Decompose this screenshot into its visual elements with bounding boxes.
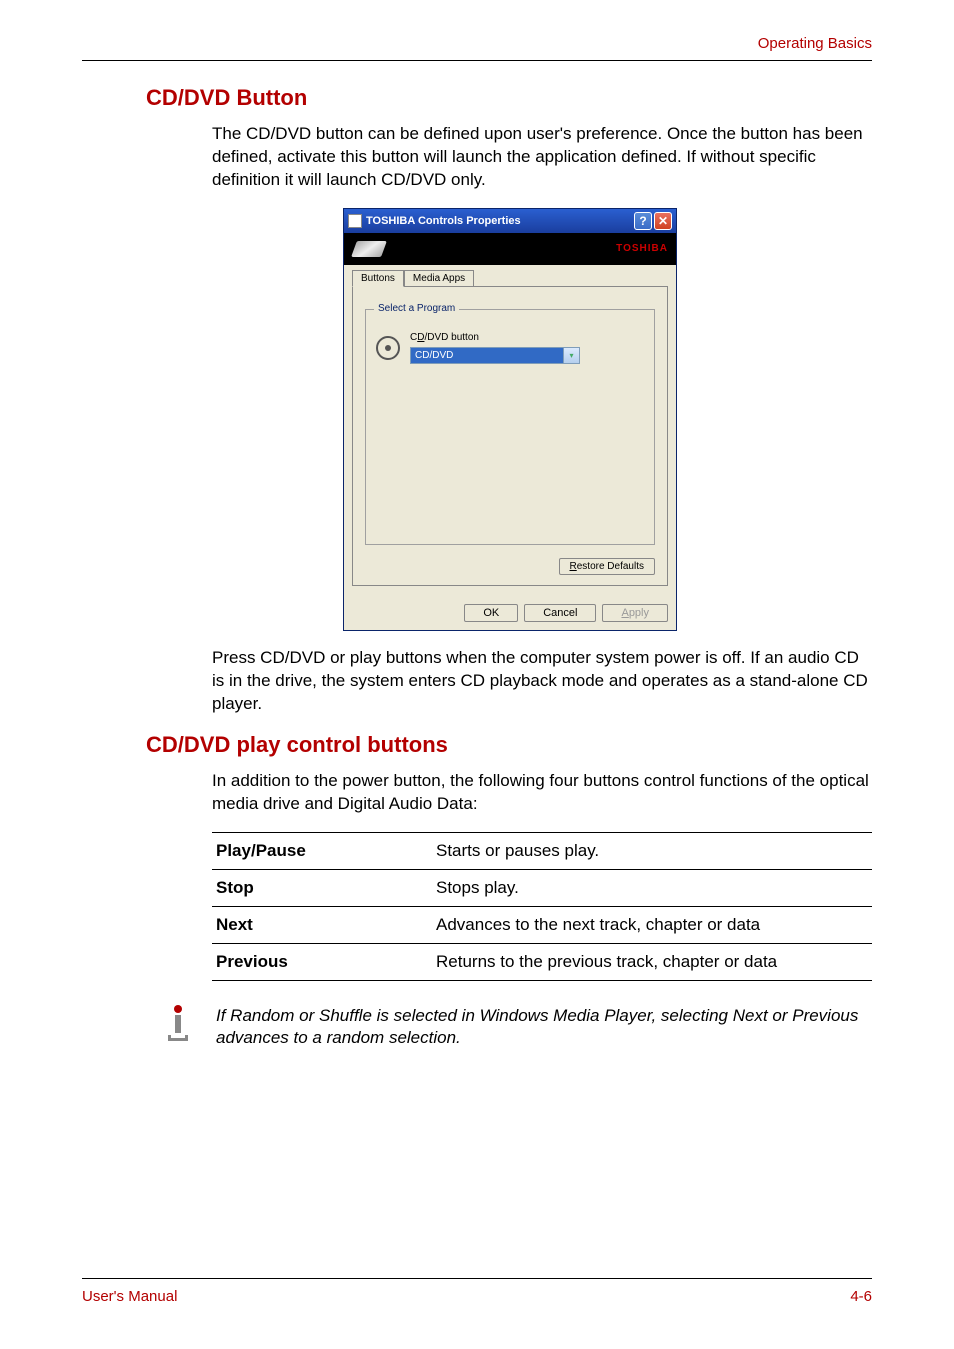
section1-para1: The CD/DVD button can be defined upon us… — [212, 123, 872, 192]
close-button[interactable]: ✕ — [654, 212, 672, 230]
header-section-link[interactable]: Operating Basics — [758, 35, 872, 52]
tab-panel: Select a Program CD/DVD button CD/DVD ▾ — [352, 286, 668, 586]
table-row: Previous Returns to the previous track, … — [212, 943, 872, 980]
tab-buttons[interactable]: Buttons — [352, 270, 404, 287]
ok-button[interactable]: OK — [464, 604, 518, 622]
control-buttons-table: Play/Pause Starts or pauses play. Stop S… — [212, 832, 872, 981]
program-col: CD/DVD button CD/DVD ▾ — [410, 332, 644, 364]
footer-rule — [82, 1278, 872, 1279]
section2-heading: CD/DVD play control buttons — [146, 732, 872, 758]
button-desc: Starts or pauses play. — [432, 832, 872, 869]
header-rule — [82, 60, 872, 61]
toshiba-controls-dialog: TOSHIBA Controls Properties ? ✕ TOSHIBA … — [343, 208, 677, 631]
brand-strip: TOSHIBA — [344, 233, 676, 265]
button-name: Play/Pause — [212, 832, 432, 869]
chevron-down-icon[interactable]: ▾ — [564, 347, 580, 364]
button-desc: Advances to the next track, chapter or d… — [432, 906, 872, 943]
footer-right: 4-6 — [850, 1288, 872, 1305]
table-row: Stop Stops play. — [212, 869, 872, 906]
cancel-button[interactable]: Cancel — [524, 604, 596, 622]
fieldset-legend: Select a Program — [374, 303, 459, 314]
footer-left: User's Manual — [82, 1288, 177, 1305]
select-program-fieldset: Select a Program CD/DVD button CD/DVD ▾ — [365, 309, 655, 545]
dialog-titlebar: TOSHIBA Controls Properties ? ✕ — [344, 209, 676, 233]
program-select-value: CD/DVD — [410, 347, 564, 364]
note-text: If Random or Shuffle is selected in Wind… — [216, 1005, 872, 1051]
apply-button[interactable]: Apply — [602, 604, 668, 622]
toshiba-logo-icon — [351, 241, 387, 257]
titlebar-buttons: ? ✕ — [634, 212, 672, 230]
dialog-footer: OK Cancel Apply — [344, 596, 676, 630]
brand-text: TOSHIBA — [616, 243, 668, 254]
dialog-title: TOSHIBA Controls Properties — [366, 215, 521, 227]
titlebar-left: TOSHIBA Controls Properties — [348, 214, 521, 228]
program-label: CD/DVD button — [410, 332, 644, 343]
note-block: If Random or Shuffle is selected in Wind… — [148, 1005, 872, 1051]
section2: CD/DVD play control buttons In addition … — [148, 732, 872, 1051]
restore-defaults-button[interactable]: Restore Defaults — [559, 558, 656, 575]
dialog-figure: TOSHIBA Controls Properties ? ✕ TOSHIBA … — [148, 208, 872, 631]
program-select[interactable]: CD/DVD ▾ — [410, 347, 580, 364]
table-row: Play/Pause Starts or pauses play. — [212, 832, 872, 869]
button-name: Stop — [212, 869, 432, 906]
program-row: CD/DVD button CD/DVD ▾ — [376, 332, 644, 364]
help-button[interactable]: ? — [634, 212, 652, 230]
info-icon — [160, 1005, 196, 1041]
button-name: Previous — [212, 943, 432, 980]
dialog-app-icon — [348, 214, 362, 228]
main-content: CD/DVD Button The CD/DVD button can be d… — [148, 85, 872, 1050]
button-desc: Returns to the previous track, chapter o… — [432, 943, 872, 980]
button-desc: Stops play. — [432, 869, 872, 906]
tab-media-apps[interactable]: Media Apps — [404, 270, 474, 287]
dialog-body: Buttons Media Apps Select a Program CD/D… — [344, 265, 676, 596]
table-row: Next Advances to the next track, chapter… — [212, 906, 872, 943]
section2-para: In addition to the power button, the fol… — [212, 770, 872, 816]
section1-para2: Press CD/DVD or play buttons when the co… — [212, 647, 872, 716]
cd-dvd-icon — [376, 336, 400, 360]
dialog-tabs: Buttons Media Apps — [352, 269, 668, 286]
section1-heading: CD/DVD Button — [146, 85, 872, 111]
button-name: Next — [212, 906, 432, 943]
